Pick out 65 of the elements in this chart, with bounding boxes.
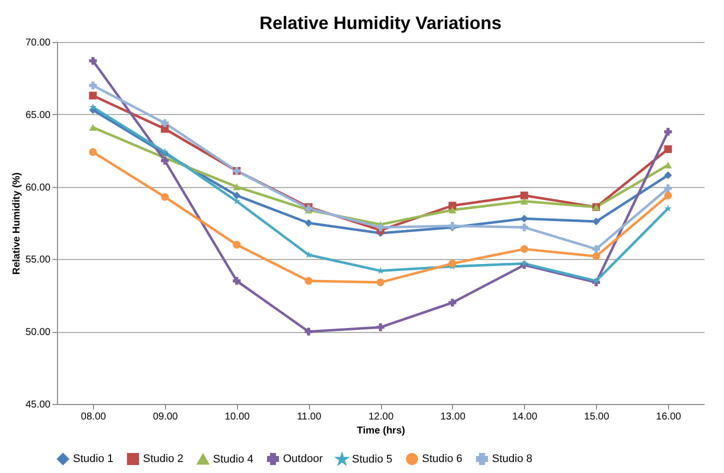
x-tick-label: 15.00 [584,412,610,422]
point [448,298,456,307]
point [232,183,241,190]
point [160,156,169,165]
point [89,82,97,90]
point [448,260,456,268]
point [89,124,97,131]
legend-label: Studio 1 [73,453,114,465]
point [664,192,672,200]
point [89,92,97,100]
point [664,128,672,136]
y-tick-label: 45.00 [25,400,51,410]
x-tick-label: 09.00 [152,412,178,422]
point [304,277,312,285]
point [376,223,384,232]
y-tick-label: 50.00 [25,327,51,338]
point [664,162,672,168]
point [664,145,672,154]
legend-label: Studio 8 [492,453,532,465]
x-tick-label: 16.00 [656,412,682,422]
point [664,204,672,212]
legend-label: Outdoor [283,453,324,465]
x-axis-title: Time (hrs) [356,426,406,436]
x-tick-label: 13.00 [440,412,466,422]
legend-label: Studio 5 [352,453,392,466]
point [304,250,312,258]
point [89,56,97,65]
point [592,252,600,260]
point [160,193,169,201]
point [592,218,600,226]
point [520,198,528,205]
x-tick-label: 08.00 [80,412,106,422]
point [664,184,672,192]
point [232,240,241,249]
legend-label: Studio 6 [422,453,462,465]
x-tick-label: 14.00 [512,412,538,422]
chart-title: Relative Humidity Variations [259,13,502,33]
point [233,197,240,204]
point [89,103,97,110]
y-tick-label: 60.00 [25,182,51,194]
point [448,202,456,210]
point [160,119,169,127]
point [520,192,528,200]
point [304,328,312,336]
point [520,245,528,253]
x-tick-label: 10.00 [224,412,250,422]
point [232,277,241,285]
y-axis-title: Relative Humidity (%) [11,172,22,275]
y-tick-label: 65.00 [25,110,51,121]
x-tick-label: 12.00 [368,412,394,422]
point [592,245,600,253]
point [232,192,241,200]
legend-label: Studio 4 [213,453,254,466]
x-tick-label: 11.00 [296,412,322,422]
point [376,278,384,286]
point [376,323,384,332]
y-tick-label: 55.00 [25,254,51,266]
point [664,171,672,180]
point [89,148,97,156]
point [520,223,528,232]
point [160,125,169,133]
point [304,219,312,227]
legend-label: Studio 2 [143,453,184,465]
y-tick-label: 70.00 [25,38,51,48]
point [448,206,456,214]
